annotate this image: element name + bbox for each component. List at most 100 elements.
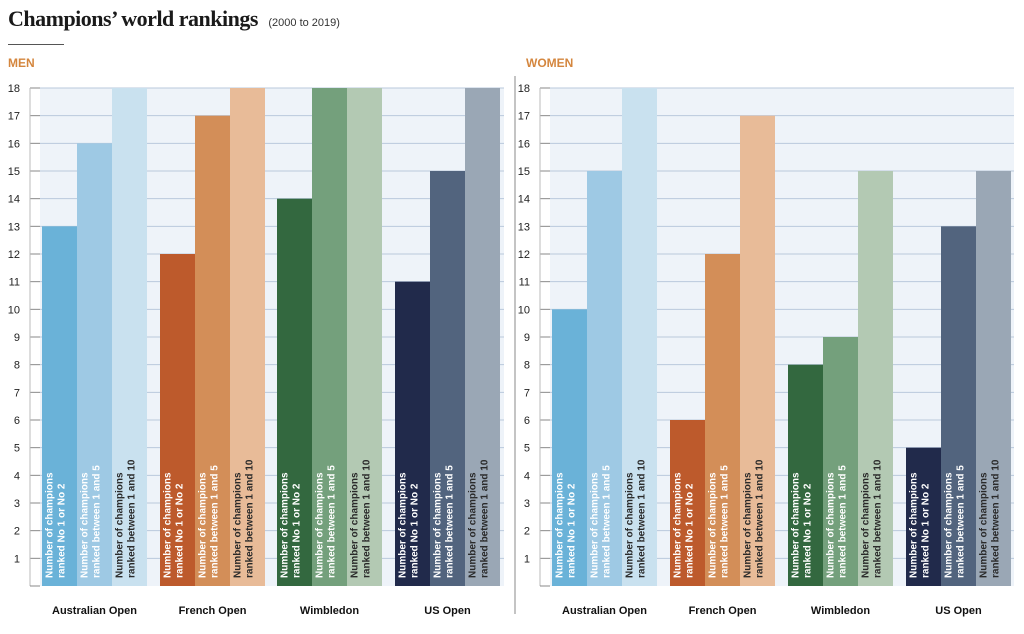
bar bbox=[160, 254, 195, 586]
y-tick-label: 4 bbox=[524, 470, 530, 482]
bar-label: Number of championsranked between 1 and … bbox=[861, 459, 884, 578]
category-label: Wimbledon bbox=[811, 605, 870, 617]
bar-label: Number of championsranked No 1 or No 2 bbox=[791, 472, 814, 578]
bar-label: Number of championsranked No 1 or No 2 bbox=[280, 472, 303, 578]
y-tick-label: 8 bbox=[14, 360, 20, 372]
bar-label: Number of championsranked between 1 and … bbox=[198, 465, 221, 578]
bar bbox=[858, 171, 893, 586]
y-tick-label: 11 bbox=[9, 277, 20, 289]
bar bbox=[77, 143, 112, 587]
category-label: French Open bbox=[179, 605, 247, 617]
bar-label: Number of championsranked between 1 and … bbox=[625, 459, 648, 578]
bar bbox=[788, 364, 823, 586]
chart-subtitle: (2000 to 2019) bbox=[268, 17, 340, 29]
bar-label: Number of championsranked between 1 and … bbox=[826, 465, 849, 578]
bar bbox=[42, 226, 77, 587]
bar-label: Number of championsranked between 1 and … bbox=[350, 459, 373, 578]
bar-label: Number of championsranked between 1 and … bbox=[233, 459, 256, 578]
y-tick-label: 17 bbox=[8, 111, 20, 123]
title-block: Champions’ world rankings (2000 to 2019) bbox=[8, 6, 340, 32]
y-tick-label: 17 bbox=[518, 111, 530, 123]
panel-label: MEN bbox=[8, 56, 35, 70]
bar-label: Number of championsranked No 1 or No 2 bbox=[555, 472, 578, 578]
bar bbox=[823, 337, 858, 586]
y-tick-label: 7 bbox=[14, 387, 20, 399]
category-label: US Open bbox=[424, 605, 471, 617]
y-tick-label: 3 bbox=[524, 498, 530, 510]
bar bbox=[705, 254, 740, 586]
y-tick-label: 10 bbox=[8, 304, 20, 316]
y-tick-label: 1 bbox=[524, 553, 530, 565]
y-tick-label: 9 bbox=[524, 332, 530, 344]
y-tick-label: 18 bbox=[518, 83, 530, 95]
bar bbox=[312, 88, 347, 586]
title-underline bbox=[8, 44, 64, 45]
bar bbox=[230, 88, 265, 586]
chart-title: Champions’ world rankings bbox=[8, 6, 258, 31]
bar bbox=[740, 115, 775, 587]
y-tick-label: 12 bbox=[8, 249, 20, 261]
bar bbox=[465, 88, 500, 586]
bar bbox=[277, 198, 312, 586]
y-tick-label: 14 bbox=[8, 194, 20, 206]
bar-label: Number of championsranked between 1 and … bbox=[468, 459, 491, 578]
bar-label: Number of championsranked between 1 and … bbox=[115, 459, 138, 578]
y-tick-label: 6 bbox=[524, 415, 530, 427]
panel-label: WOMEN bbox=[526, 56, 573, 70]
y-tick-label: 18 bbox=[8, 83, 20, 95]
y-tick-label: 5 bbox=[14, 443, 20, 455]
y-tick-label: 4 bbox=[14, 470, 20, 482]
bar bbox=[552, 309, 587, 586]
bar-label: Number of championsranked between 1 and … bbox=[315, 465, 338, 578]
bar-label: Number of championsranked No 1 or No 2 bbox=[398, 472, 421, 578]
bar-label: Number of championsranked No 1 or No 2 bbox=[673, 472, 696, 578]
y-tick-label: 16 bbox=[518, 138, 530, 150]
y-tick-label: 5 bbox=[524, 443, 530, 455]
bar-label: Number of championsranked between 1 and … bbox=[433, 465, 456, 578]
bar bbox=[906, 447, 941, 586]
category-label: US Open bbox=[935, 605, 982, 617]
bar-label: Number of championsranked between 1 and … bbox=[80, 465, 103, 578]
category-label: Australian Open bbox=[562, 605, 647, 617]
y-tick-label: 13 bbox=[8, 221, 20, 233]
bar-label: Number of championsranked No 1 or No 2 bbox=[45, 472, 68, 578]
y-tick-label: 13 bbox=[518, 221, 530, 233]
y-tick-label: 1 bbox=[14, 553, 20, 565]
bar bbox=[195, 115, 230, 587]
bar-label: Number of championsranked between 1 and … bbox=[590, 465, 613, 578]
bar bbox=[112, 88, 147, 586]
y-tick-label: 2 bbox=[14, 526, 20, 538]
y-tick-label: 8 bbox=[524, 360, 530, 372]
y-tick-label: 10 bbox=[518, 304, 530, 316]
y-tick-label: 16 bbox=[8, 138, 20, 150]
category-label: French Open bbox=[689, 605, 757, 617]
y-tick-label: 2 bbox=[524, 526, 530, 538]
bar bbox=[430, 171, 465, 586]
bar bbox=[395, 281, 430, 586]
bar-label: Number of championsranked between 1 and … bbox=[743, 459, 766, 578]
bar-label: Number of championsranked between 1 and … bbox=[708, 465, 731, 578]
y-tick-label: 7 bbox=[524, 387, 530, 399]
bar-label: Number of championsranked between 1 and … bbox=[944, 465, 967, 578]
bar-label: Number of championsranked between 1 and … bbox=[979, 459, 1002, 578]
bar bbox=[941, 226, 976, 587]
y-tick-label: 6 bbox=[14, 415, 20, 427]
bar bbox=[976, 171, 1011, 586]
y-tick-label: 9 bbox=[14, 332, 20, 344]
y-tick-label: 15 bbox=[518, 166, 530, 178]
bar bbox=[622, 88, 657, 586]
bar-label: Number of championsranked No 1 or No 2 bbox=[909, 472, 932, 578]
y-tick-label: 15 bbox=[8, 166, 20, 178]
y-tick-label: 11 bbox=[519, 277, 530, 289]
category-label: Australian Open bbox=[52, 605, 137, 617]
y-tick-label: 3 bbox=[14, 498, 20, 510]
y-tick-label: 12 bbox=[518, 249, 530, 261]
y-tick-label: 14 bbox=[518, 194, 530, 206]
bar-label: Number of championsranked No 1 or No 2 bbox=[163, 472, 186, 578]
bar bbox=[347, 88, 382, 586]
bar bbox=[670, 420, 705, 586]
category-label: Wimbledon bbox=[300, 605, 359, 617]
